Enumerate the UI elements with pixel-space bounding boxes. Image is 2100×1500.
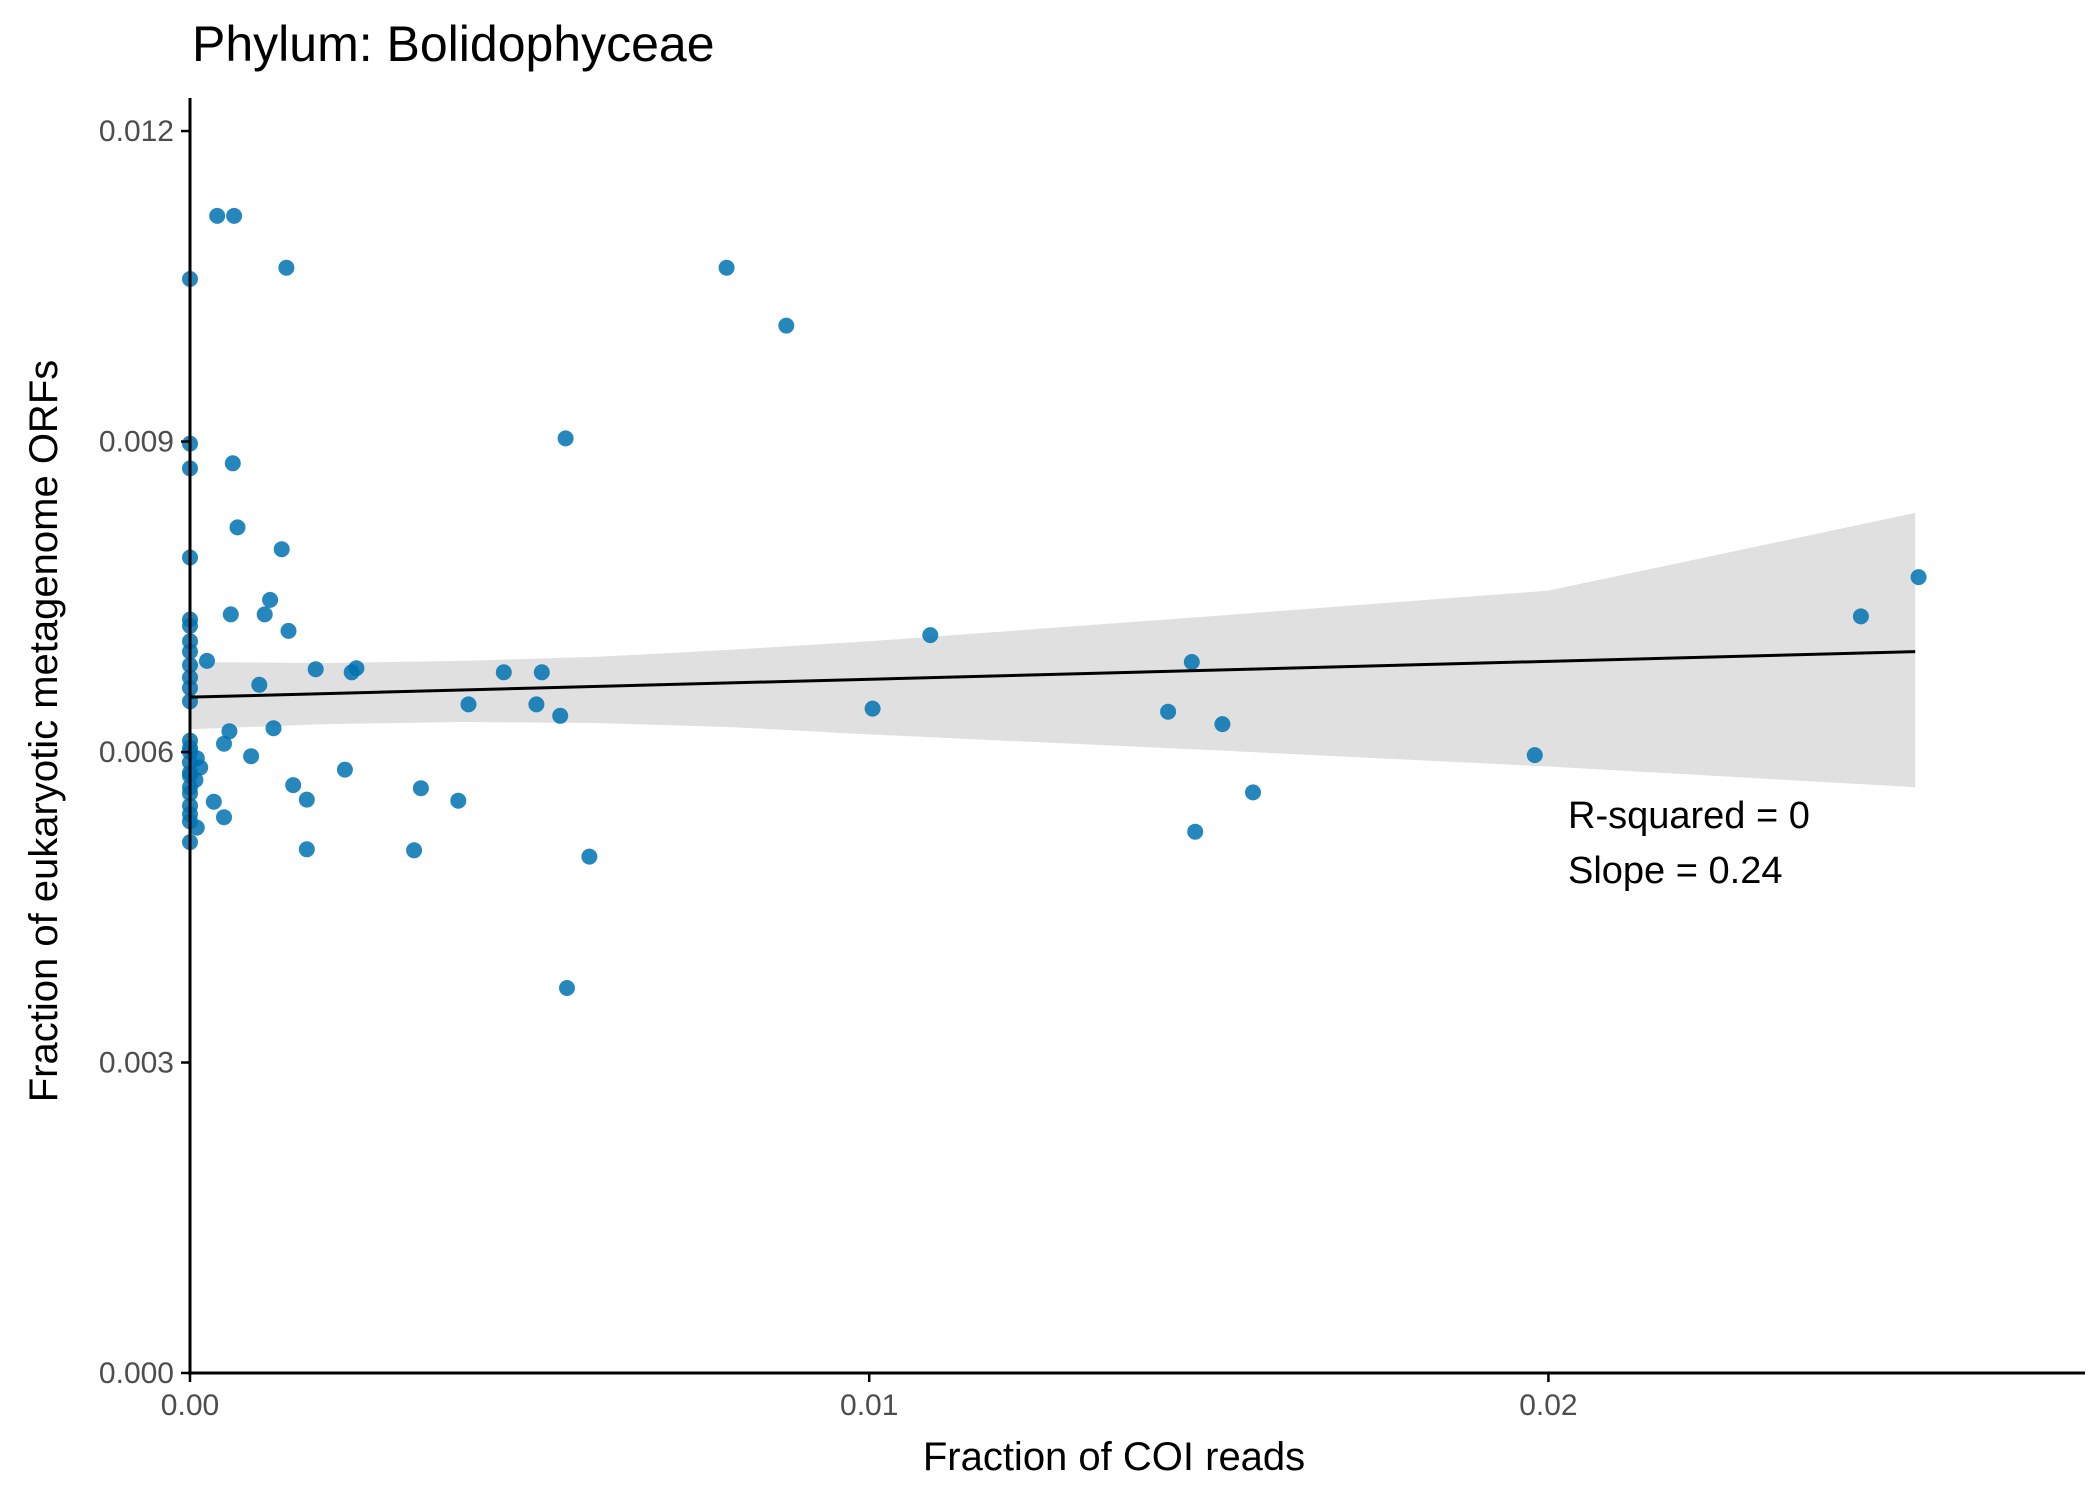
data-point [1526, 747, 1543, 764]
data-point [528, 696, 545, 713]
data-point [285, 777, 302, 794]
data-point [1187, 823, 1204, 840]
data-point [406, 842, 423, 859]
data-point [278, 259, 295, 276]
axes: 0.000 0.003 0.006 0.009 0.012 0.00 0.01 0.02 [99, 98, 2085, 1422]
data-point [922, 627, 939, 644]
data-point [1852, 608, 1869, 625]
data-point [552, 707, 569, 724]
data-point [298, 841, 315, 858]
y-tick-label: 0.009 [99, 426, 174, 459]
x-axis-title: Fraction of COI reads [923, 1435, 1305, 1479]
data-point [1183, 654, 1200, 670]
data-point [265, 720, 282, 737]
data-point [460, 696, 477, 713]
data-point [251, 676, 268, 693]
y-tick-label: 0.012 [99, 115, 174, 148]
regression-line [189, 650, 1916, 699]
data-point [188, 819, 205, 836]
x-tick-label: 0.00 [161, 1389, 219, 1422]
data-point [229, 519, 246, 536]
data-point [1245, 784, 1261, 801]
data-point [307, 661, 324, 678]
data-point [343, 664, 360, 681]
data-point [280, 622, 297, 639]
data-point [412, 780, 429, 797]
data-point [256, 606, 273, 623]
data-point [216, 735, 232, 752]
chart-title: Phylum: Bolidophyceae [192, 16, 715, 72]
data-point [336, 761, 353, 778]
data-point [205, 793, 222, 810]
data-point [1214, 716, 1231, 733]
data-point [243, 748, 260, 765]
data-point [450, 792, 467, 809]
data-point [262, 591, 279, 608]
data-point [559, 980, 575, 996]
y-tick-label: 0.003 [99, 1047, 174, 1080]
data-point [718, 259, 735, 276]
data-point [557, 430, 574, 447]
x-tick-label: 0.02 [1519, 1389, 1577, 1422]
data-point [221, 723, 238, 740]
data-point [224, 455, 241, 472]
data-point [273, 541, 290, 558]
data-point [298, 791, 315, 808]
data-point [209, 207, 226, 224]
data-point [581, 848, 598, 865]
data-point [216, 809, 232, 826]
data-point [864, 700, 881, 717]
y-axis-title: Fraction of eukaryotic metagenome ORFs [22, 360, 66, 1103]
data-point [495, 664, 512, 681]
slope-annotation: Slope = 0.24 [1568, 850, 1782, 892]
data-point [199, 652, 215, 669]
r-squared-annotation: R-squared = 0 [1568, 795, 1810, 837]
confidence-ribbon [190, 512, 1916, 788]
data-point [222, 606, 239, 623]
y-tick-label: 0.000 [99, 1357, 174, 1390]
data-point [226, 207, 243, 224]
y-tick-label: 0.006 [99, 736, 174, 769]
data-point [533, 664, 550, 681]
data-point [1910, 569, 1927, 586]
data-point [1160, 703, 1177, 720]
x-tick-label: 0.01 [840, 1389, 898, 1422]
data-point [778, 317, 795, 334]
